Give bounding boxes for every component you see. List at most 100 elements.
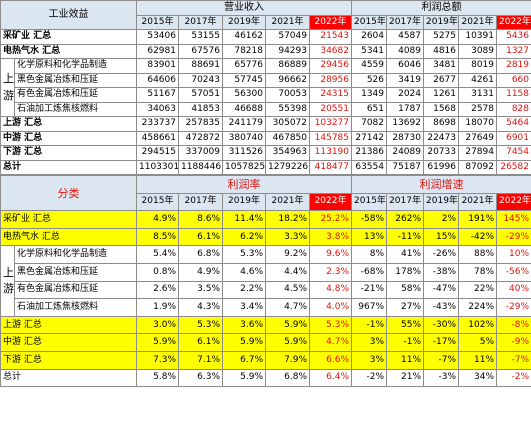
table-row: 采矿业 汇总 4.9% 8.6% 11.4% 18.2% 25.2% -58% 262% 2% 1… [0, 210, 531, 229]
table-cell: 87092 [458, 159, 497, 175]
table-row: 中游 汇总 458661 472872 380740 467850 145785 27142… [0, 130, 531, 146]
table-cell: 2.6% [136, 280, 179, 300]
table-cell: 25.2% [308, 210, 353, 229]
group-header-row: 分类 利润率 利润增速 [0, 174, 531, 212]
row-label: 中游 汇总 [0, 333, 137, 352]
year-header: 2017年 [386, 14, 424, 30]
group-label: 营业收入 [136, 0, 352, 16]
table-cell: -8% [496, 315, 531, 335]
table-row: 总计 1103301 1188446 1057825 1279226 418477 6355… [0, 159, 531, 175]
table-cell: 2578 [458, 101, 497, 117]
table-row: 上 游化学原料和化学品制造 5.4% 6.8% 5.3% 9.2% 9.6% 8% 41% -2… [0, 245, 531, 317]
table-cell: 1188446 [178, 159, 223, 175]
table-cell: -1% [351, 315, 388, 335]
table-cell: 7082 [351, 116, 387, 132]
table-cell: 27142 [351, 130, 387, 146]
table-cell: 53155 [178, 29, 223, 45]
table-cell: 1787 [386, 101, 424, 117]
table-cell: 3.0% [136, 315, 179, 335]
row-label: 电热气水 汇总 [0, 43, 137, 59]
corner-label: 工业效益 [0, 0, 137, 30]
table-cell: 56300 [222, 87, 266, 103]
table-cell: 2677 [423, 72, 459, 88]
table-cell: 7.1% [178, 350, 223, 370]
table-cell: 13% [351, 227, 388, 247]
table-cell: 233737 [136, 116, 179, 132]
year-header-row: 2015年 2017年 2019年 2021年 2022年 2015年 2017年 2019年… [1, 192, 531, 212]
year-header: 2017年 [178, 14, 223, 30]
table-cell: -1% [386, 333, 425, 352]
table-cell: 28956 [309, 72, 352, 88]
row-label: 上游 汇总 [0, 315, 137, 335]
table-cell: 1261 [423, 87, 459, 103]
table-cell: -26% [423, 245, 460, 264]
table-cell: 70243 [178, 72, 223, 88]
table-cell: 5.9% [265, 315, 310, 335]
table-cell: -11% [386, 227, 425, 247]
table-cell: 55398 [265, 101, 310, 117]
table-cell: 11% [386, 350, 425, 370]
table-cell: 8698 [423, 116, 459, 132]
table-cell: 3% [351, 333, 388, 352]
table-cell: 5275 [423, 29, 459, 45]
year-header: 2021年 [458, 14, 497, 30]
table-cell: 57745 [222, 72, 266, 88]
table-cell: 4.7% [308, 333, 353, 352]
table-cell: 58% [386, 280, 425, 300]
table-cell: -2% [496, 368, 531, 388]
table-cell: 3% [351, 350, 388, 370]
table-row: 黑色金属冶炼和压延 0.8% 4.9% 4.6% 4.4% 2.3% -68% 178% -38… [1, 262, 531, 282]
year-header: 2017年 [386, 192, 425, 212]
table-cell: 22473 [423, 130, 459, 146]
group-header-row: 工业效益 营业收入 利润总额 [0, 0, 531, 30]
table-cell: 4.6% [222, 262, 266, 282]
table-cell: 57049 [265, 29, 310, 45]
table-cell: 178% [386, 262, 425, 282]
table-cell: 21543 [309, 29, 352, 45]
table-cell: 660 [496, 72, 531, 88]
table-cell: 2024 [386, 87, 424, 103]
table-cell: 24089 [386, 145, 424, 161]
table-cell: 4587 [386, 29, 424, 45]
table-cell: -29% [496, 227, 531, 247]
year-header: 2015年 [351, 14, 387, 30]
table-cell: 294515 [136, 145, 179, 161]
table-cell: 4.9% [178, 262, 223, 282]
table-cell: 6.8% [265, 368, 310, 388]
table-cell: 65776 [222, 58, 266, 74]
table-cell: 354963 [265, 145, 310, 161]
row-label: 中游 汇总 [0, 130, 137, 146]
table-cell: 3131 [458, 87, 497, 103]
table-row: 总计 5.8% 6.3% 5.9% 6.8% 6.4% -2% 21% -3% 34% -2% [0, 368, 531, 388]
table-cell: 5.4% [136, 245, 179, 264]
year-header: 2019年 [423, 192, 460, 212]
table-row: 电热气水 汇总 8.5% 6.1% 6.2% 3.3% 3.8% 13% -11% 15% -42… [0, 227, 531, 247]
table-cell: 40% [496, 280, 531, 300]
table-cell: 241179 [222, 116, 266, 132]
table-cell: 20733 [423, 145, 459, 161]
table-cell: 5.3% [222, 245, 266, 264]
table-cell: 467850 [265, 130, 310, 146]
table-cell: 103277 [309, 116, 352, 132]
table-cell: 1349 [351, 87, 387, 103]
table-cell: 53406 [136, 29, 179, 45]
table-cell: 22% [458, 280, 498, 300]
table-cell: 29456 [309, 58, 352, 74]
table-cell: 11% [458, 350, 498, 370]
table-cell: 46688 [222, 101, 266, 117]
region-label: 上 游 [0, 58, 15, 117]
row-label: 下游 汇总 [0, 350, 137, 370]
table-cell: 1568 [423, 101, 459, 117]
table-cell: 5341 [351, 43, 387, 59]
table-row: 有色金属冶炼和压延 2.6% 3.5% 2.2% 4.5% 4.8% -21% 58% -47%… [1, 280, 531, 300]
table-cell: 418477 [309, 159, 352, 175]
table-cell: 1057825 [222, 159, 266, 175]
table-cell: 1279226 [265, 159, 310, 175]
table-cell: 3.5% [178, 280, 223, 300]
table-cell: 8.6% [178, 210, 223, 229]
table-cell: 262% [386, 210, 425, 229]
table-row: 上游 汇总 3.0% 5.3% 3.6% 5.9% 5.3% -1% 55% -30% 102% -… [0, 315, 531, 335]
table-cell: 4816 [423, 43, 459, 59]
table-cell: 4089 [386, 43, 424, 59]
year-header: 2021年 [265, 192, 310, 212]
